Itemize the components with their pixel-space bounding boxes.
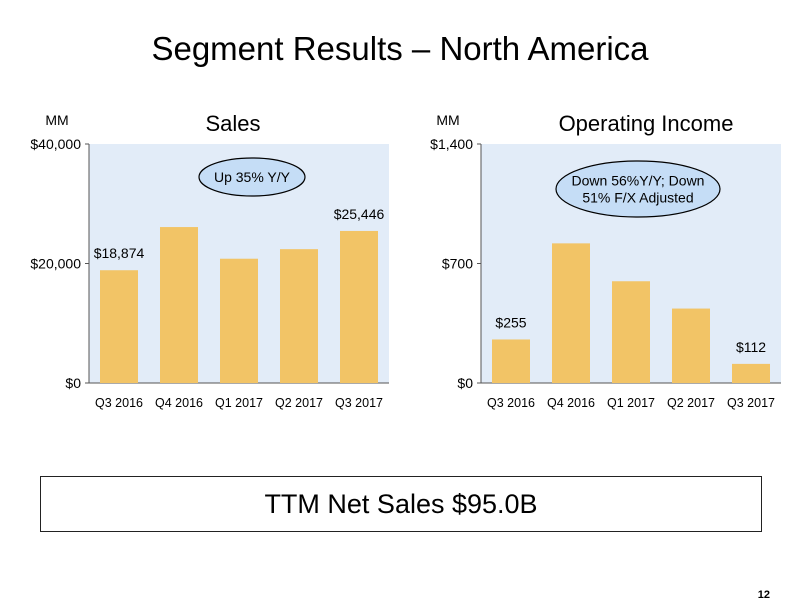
operating-income-y-tick-label: $0	[457, 375, 473, 391]
operating-income-callout-text: Down 56%Y/Y; Down	[572, 173, 705, 189]
sales-x-tick-label: Q2 2017	[275, 396, 323, 410]
sales-y-tick-label: $20,000	[30, 256, 81, 272]
sales-unit-label: MM	[45, 112, 68, 128]
operating-income-chart-title: Operating Income	[559, 111, 734, 136]
operating-income-bar	[552, 243, 590, 383]
operating-income-callout-bubble	[555, 160, 721, 218]
sales-x-tick-label: Q1 2017	[215, 396, 263, 410]
operating-income-bar	[492, 339, 530, 383]
operating-income-x-tick-label: Q3 2016	[487, 396, 535, 410]
sales-bar	[280, 249, 318, 383]
ttm-net-sales-text: TTM Net Sales $95.0B	[264, 488, 538, 519]
operating-income-bar	[672, 308, 710, 383]
operating-income-x-tick-label: Q3 2017	[727, 396, 775, 410]
operating-income-x-tick-label: Q2 2017	[667, 396, 715, 410]
operating-income-x-tick-label: Q1 2017	[607, 396, 655, 410]
operating-income-bar	[612, 281, 650, 383]
slide-title: Segment Results – North America	[151, 30, 649, 67]
operating-income-data-label: $112	[736, 339, 766, 355]
sales-y-tick-label: $40,000	[30, 136, 81, 152]
ttm-net-sales-box: TTM Net Sales $95.0B	[40, 476, 762, 532]
sales-bar	[160, 227, 198, 383]
sales-data-label: $18,874	[94, 245, 145, 261]
operating-income-bar	[732, 363, 770, 383]
sales-callout-bubble	[198, 157, 306, 197]
sales-x-tick-label: Q3 2016	[95, 396, 143, 410]
page-number: 12	[757, 589, 770, 601]
operating-income-y-tick-label: $700	[442, 256, 473, 272]
operating-income-x-tick-label: Q4 2016	[547, 396, 595, 410]
sales-bar	[340, 230, 378, 383]
operating-income-callout-text: 51% F/X Adjusted	[582, 190, 693, 206]
sales-callout-text: Up 35% Y/Y	[214, 169, 291, 185]
sales-bar	[100, 270, 138, 383]
sales-bar	[220, 258, 258, 383]
sales-x-tick-label: Q3 2017	[335, 396, 383, 410]
sales-data-label: $25,446	[334, 206, 385, 222]
sales-y-tick-label: $0	[65, 375, 81, 391]
operating-income-unit-label: MM	[436, 112, 459, 128]
operating-income-data-label: $255	[495, 314, 526, 330]
sales-x-tick-label: Q4 2016	[155, 396, 203, 410]
operating-income-y-tick-label: $1,400	[430, 136, 473, 152]
sales-chart-title: Sales	[205, 111, 260, 136]
